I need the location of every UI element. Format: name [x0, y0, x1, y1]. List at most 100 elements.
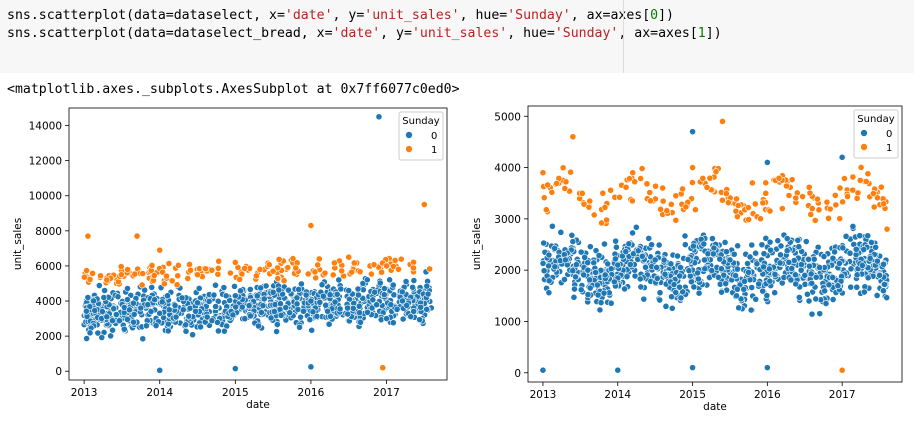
point-sunday-0 — [735, 304, 743, 312]
point-sunday-0 — [723, 248, 730, 256]
code-string: 'unit_sales' — [411, 26, 508, 41]
point-sunday-0 — [545, 277, 553, 285]
point-sunday-0 — [592, 247, 600, 255]
point-sunday-0 — [86, 303, 94, 311]
point-sunday-0 — [410, 277, 418, 284]
code-string: 'Sunday' — [507, 8, 571, 23]
point-sunday-0 — [676, 272, 684, 280]
point-sunday-1 — [836, 184, 844, 192]
point-sunday-0 — [812, 295, 820, 303]
point-sunday-0 — [409, 283, 417, 291]
point-sunday-0 — [805, 297, 813, 305]
point-sunday-1 — [712, 168, 720, 176]
point-sunday-1 — [80, 273, 88, 281]
point-sunday-1 — [626, 175, 633, 183]
point-sunday-0 — [746, 253, 754, 261]
point-sunday-0 — [333, 290, 341, 298]
point-sunday-0 — [881, 281, 888, 288]
point-sunday-0 — [107, 332, 115, 340]
point-sunday-0 — [124, 296, 131, 303]
point-sunday-0 — [123, 315, 131, 323]
point-sunday-0 — [345, 287, 353, 294]
point-sunday-1 — [345, 253, 353, 261]
point-sunday-0 — [846, 249, 854, 257]
point-sunday-0 — [816, 310, 824, 318]
y-tick-label: 4000 — [35, 296, 62, 308]
point-sunday-0 — [656, 289, 664, 297]
code-cell[interactable]: sns.scatterplot(data=dataselect, x='date… — [0, 0, 914, 73]
code-text: , hue= — [459, 8, 508, 23]
point-sunday-0 — [718, 288, 725, 296]
point-sunday-0 — [259, 302, 267, 310]
point-sunday-0 — [557, 228, 565, 236]
point-sunday-0 — [584, 291, 592, 298]
point-sunday-0 — [876, 271, 883, 279]
point-sunday-0 — [810, 255, 818, 263]
point-sunday-0 — [297, 313, 304, 321]
legend-marker — [860, 143, 868, 151]
point-sunday-1 — [724, 199, 732, 207]
point-sunday-0 — [597, 299, 605, 307]
point-sunday-1 — [598, 219, 605, 227]
point-sunday-0 — [112, 311, 120, 318]
point-sunday-0 — [655, 241, 663, 249]
point-sunday-1 — [186, 261, 193, 268]
point-sunday-1 — [312, 274, 320, 282]
code-line-1[interactable]: sns.scatterplot(data=dataselect, x='date… — [7, 8, 674, 24]
point-sunday-0 — [255, 322, 262, 330]
point-sunday-1 — [719, 117, 726, 125]
point-sunday-0 — [189, 331, 196, 339]
point-sunday-0 — [313, 312, 321, 320]
point-sunday-1 — [647, 197, 654, 205]
point-sunday-0 — [98, 334, 106, 341]
x-tick-label: 2016 — [754, 389, 781, 401]
point-sunday-0 — [238, 303, 246, 311]
point-sunday-0 — [858, 262, 866, 269]
point-sunday-0 — [577, 248, 585, 256]
point-sunday-0 — [232, 303, 240, 311]
point-sunday-1 — [808, 205, 816, 213]
point-sunday-0 — [389, 319, 397, 327]
point-sunday-0 — [847, 265, 855, 273]
point-sunday-0 — [324, 307, 332, 315]
point-sunday-1 — [732, 207, 740, 215]
point-sunday-0 — [623, 273, 631, 281]
code-line-2[interactable]: sns.scatterplot(data=dataselect_bread, x… — [7, 26, 722, 42]
y-axis-label: unit_sales — [12, 218, 24, 270]
point-sunday-0 — [245, 302, 253, 310]
point-sunday-0 — [572, 261, 580, 269]
point-sunday-1 — [849, 186, 857, 194]
point-sunday-0 — [179, 306, 187, 314]
point-sunday-0 — [369, 296, 377, 304]
point-sunday-1 — [184, 275, 192, 282]
point-sunday-0 — [156, 309, 164, 317]
point-sunday-0 — [763, 364, 771, 372]
point-sunday-0 — [171, 302, 179, 309]
point-sunday-1 — [862, 178, 870, 185]
point-sunday-0 — [709, 235, 716, 243]
point-sunday-0 — [835, 259, 843, 267]
legend-marker — [405, 145, 413, 153]
point-sunday-0 — [416, 316, 423, 324]
point-sunday-1 — [378, 268, 386, 276]
point-sunday-1 — [628, 197, 636, 205]
point-sunday-0 — [116, 317, 123, 325]
point-sunday-0 — [873, 292, 881, 299]
point-sunday-0 — [839, 244, 847, 252]
point-sunday-1 — [148, 262, 156, 269]
point-sunday-0 — [164, 292, 171, 300]
point-sunday-0 — [829, 296, 837, 303]
point-sunday-1 — [766, 207, 774, 215]
point-sunday-0 — [607, 299, 615, 307]
point-sunday-1 — [227, 269, 234, 277]
point-sunday-1 — [383, 262, 390, 270]
legend-title: Sunday — [402, 116, 439, 127]
point-sunday-0 — [269, 288, 277, 296]
point-sunday-0 — [368, 304, 376, 312]
output-repr: <matplotlib.axes._subplots.AxesSubplot a… — [7, 82, 460, 97]
point-sunday-1 — [231, 259, 239, 266]
point-sunday-0 — [838, 153, 846, 161]
point-sunday-0 — [137, 304, 145, 312]
point-sunday-1 — [870, 203, 878, 211]
point-sunday-1 — [194, 271, 201, 279]
